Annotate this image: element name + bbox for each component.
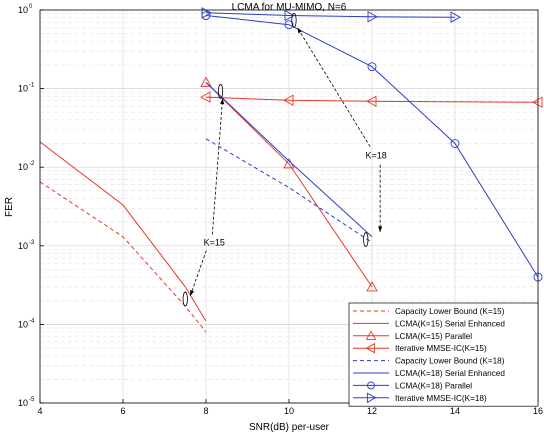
k18-arrow-low-head <box>378 226 383 232</box>
x-tick-label: 8 <box>203 406 208 416</box>
y-tick-label: 10 <box>18 5 28 15</box>
series-group <box>39 141 207 322</box>
legend-entry: Capacity Lower Bound (K=18) <box>353 357 505 366</box>
triangle-left-marker <box>532 96 543 109</box>
x-tick-label: 12 <box>367 406 377 416</box>
legend-label: LCMA(K=18) Serial Enhanced <box>395 369 505 378</box>
legend-entry: Iterative MMSE-IC(K=15) <box>353 342 487 354</box>
legend-entry: LCMA(K=18) Parallel <box>353 381 472 390</box>
triangle-right-marker <box>284 9 295 22</box>
series-line <box>205 82 373 238</box>
triangle-left-marker <box>365 342 376 354</box>
triangle-left-marker <box>366 95 377 108</box>
triangle-left-marker <box>283 94 294 107</box>
series-group <box>205 138 373 243</box>
triangle-right-marker <box>367 11 378 23</box>
k18-bracket-low <box>363 232 369 247</box>
circle-marker <box>367 381 375 390</box>
y-tick-label: 10 <box>18 319 28 329</box>
legend-entry: Iterative MMSE-IC(K=18) <box>353 392 487 404</box>
k18-arrow-high <box>296 27 371 147</box>
legend-entry: LCMA(K=15) Serial Enhanced <box>353 319 505 328</box>
x-tick-label: 16 <box>533 406 543 416</box>
legend: Capacity Lower Bound (K=15) LCMA(K=15) Se… <box>348 302 539 407</box>
legend-entry: LCMA(K=15) Parallel <box>353 330 472 341</box>
annotation-label: K=18 <box>366 151 387 161</box>
y-tick-label: 10 <box>18 162 28 172</box>
triangle-up-marker <box>365 330 377 340</box>
legend-label: LCMA(K=15) Serial Enhanced <box>395 319 505 328</box>
circle-marker <box>284 20 294 30</box>
series-line <box>205 12 456 18</box>
triangle-left-marker <box>200 91 211 103</box>
series-group <box>200 91 543 109</box>
legend-label: Capacity Lower Bound (K=15) <box>395 307 505 316</box>
y-tick-exponent: -3 <box>29 240 35 246</box>
series-group <box>205 82 373 238</box>
legend-label: Capacity Lower Bound (K=18) <box>395 357 505 366</box>
triangle-right-marker <box>450 11 461 23</box>
k15-arrow-high <box>211 98 223 235</box>
legend-label: LCMA(K=15) Parallel <box>395 332 472 341</box>
x-tick-label: 6 <box>120 406 125 416</box>
x-axis-label: SNR(dB) per-user <box>249 422 330 433</box>
y-tick-exponent: -1 <box>29 83 35 89</box>
y-tick-exponent: -2 <box>29 161 35 167</box>
annotation-label: K=15 <box>204 238 225 248</box>
legend-label: Iterative MMSE-IC(K=18) <box>395 394 487 403</box>
k18-bracket-high <box>291 12 297 28</box>
circle-marker <box>450 139 460 148</box>
circle-marker <box>367 62 377 72</box>
annotation-layer: K=15 K=18 <box>182 12 387 307</box>
series-line <box>205 96 539 103</box>
x-tick-label: 14 <box>450 406 460 416</box>
x-tick-label: 10 <box>284 406 294 416</box>
series-line <box>205 15 539 278</box>
legend-label: Iterative MMSE-IC(K=15) <box>395 344 487 353</box>
k15-arrow-high-head <box>220 98 225 105</box>
series-line <box>205 82 373 288</box>
series-line <box>39 141 207 322</box>
legend-entry: LCMA(K=18) Serial Enhanced <box>353 369 505 378</box>
series-group <box>201 7 461 23</box>
triangle-up-marker <box>366 280 378 292</box>
series-group <box>39 181 207 333</box>
y-tick-exponent: 0 <box>29 4 33 10</box>
y-tick-exponent: -4 <box>29 318 35 324</box>
k15-bracket-low <box>182 291 188 307</box>
legend-entry: Capacity Lower Bound (K=15) <box>353 307 505 316</box>
series-line <box>205 138 373 243</box>
x-tick-label: 4 <box>37 406 42 416</box>
legend-label: LCMA(K=18) Parallel <box>395 381 472 390</box>
y-tick-exponent: -5 <box>29 397 35 403</box>
k15-bracket-high <box>217 84 224 99</box>
k15-arrow-low-head <box>190 289 195 296</box>
y-tick-label: 10 <box>18 241 28 251</box>
y-axis-label: FER <box>4 197 15 217</box>
triangle-up-marker <box>200 76 212 87</box>
k18-arrow-high-head <box>297 27 302 34</box>
k15-arrow-low <box>189 250 207 297</box>
triangle-right-marker <box>366 392 377 404</box>
legend-box <box>348 302 539 407</box>
series-line <box>39 181 207 333</box>
y-tick-label: 10 <box>18 84 28 94</box>
y-tick-label: 10 <box>18 398 28 408</box>
series-layer <box>39 7 543 333</box>
chart-title: LCMA for MU-MIMO, N=6 <box>232 2 347 13</box>
